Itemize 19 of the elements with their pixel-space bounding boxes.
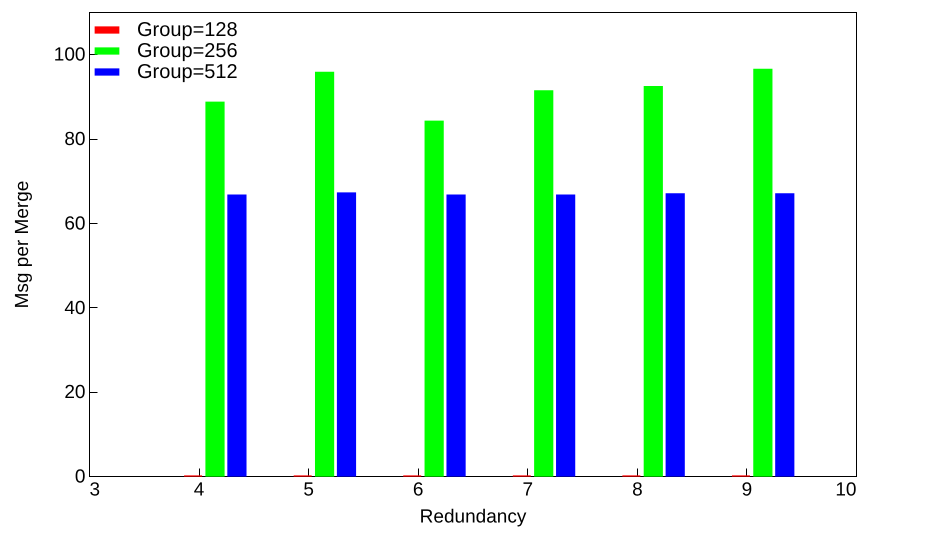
x-tick-label: 7 bbox=[522, 480, 534, 500]
x-tick-label: 9 bbox=[742, 480, 752, 500]
legend-label: Group=256 bbox=[137, 40, 238, 62]
x-tick-label: 3 bbox=[90, 480, 100, 500]
y-tick-label: 0 bbox=[74, 466, 86, 488]
y-tick-label: 100 bbox=[54, 44, 86, 66]
legend-label: Group=128 bbox=[137, 19, 238, 41]
y-tick-label: 80 bbox=[64, 129, 86, 150]
x-tick-label: 6 bbox=[412, 480, 424, 500]
x-axis-title: Redundancy bbox=[420, 506, 527, 528]
y-tick-label: 60 bbox=[64, 213, 86, 234]
legend-label: Group=512 bbox=[137, 61, 238, 83]
x-tick-label: 5 bbox=[303, 480, 314, 500]
x-tick-label: 4 bbox=[194, 480, 205, 500]
y-axis-title: Msg per Merge bbox=[12, 180, 33, 308]
y-tick-label: 40 bbox=[64, 298, 86, 319]
y-tick-label: 20 bbox=[64, 382, 86, 404]
x-tick-label: 10 bbox=[835, 480, 856, 500]
x-tick-label: 8 bbox=[632, 480, 643, 500]
